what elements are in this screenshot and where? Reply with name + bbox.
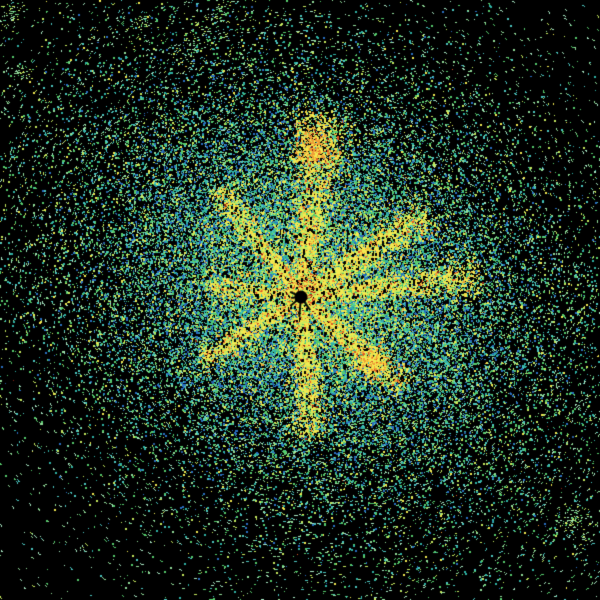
point-cloud-viewport: [0, 0, 600, 600]
point-cloud-canvas: [0, 0, 600, 600]
